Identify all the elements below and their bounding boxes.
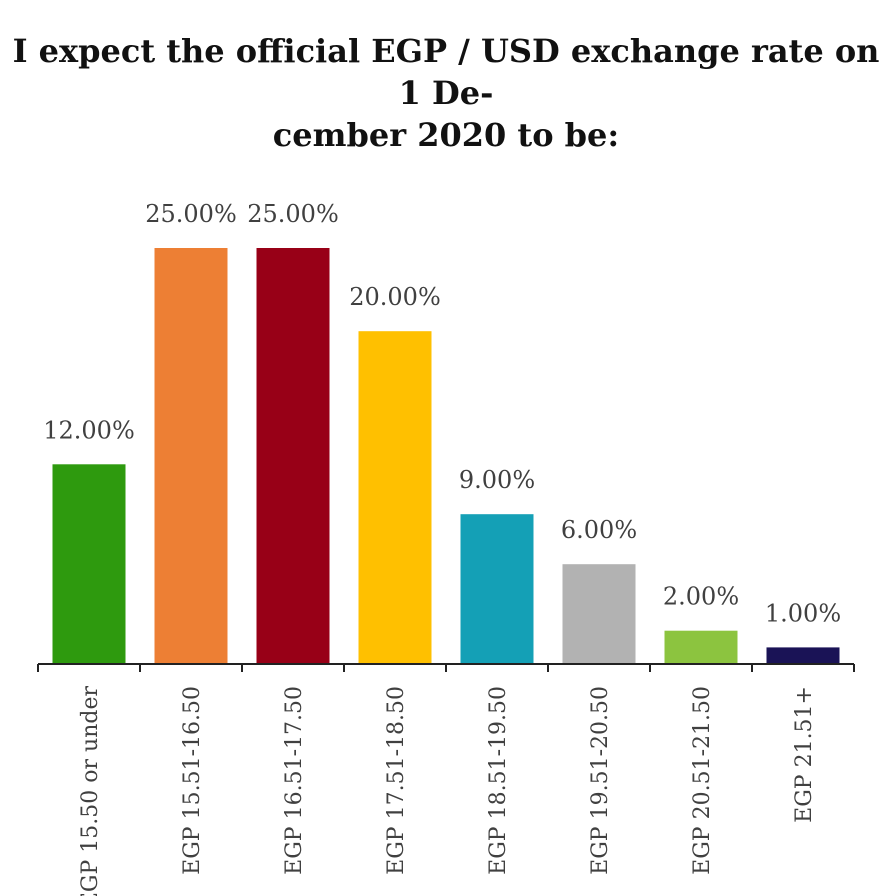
category-label-3: EGP 16.51-17.50 xyxy=(282,686,307,875)
data-label-6: 6.00% xyxy=(561,516,637,544)
bar-2 xyxy=(154,248,228,664)
bar-7 xyxy=(664,630,738,664)
data-label-3: 25.00% xyxy=(247,200,339,228)
bar-5 xyxy=(460,514,534,664)
category-label-8: EGP 21.51+ xyxy=(792,686,817,823)
chart-title-line-1: I expect the official EGP / USD exchange… xyxy=(12,32,880,112)
chart-title-line-2: cember 2020 to be: xyxy=(272,116,620,154)
data-label-7: 2.00% xyxy=(663,583,739,611)
bar-8 xyxy=(766,647,840,664)
data-label-1: 12.00% xyxy=(43,416,135,444)
bar-1 xyxy=(52,464,126,664)
category-label-6: EGP 19.51-20.50 xyxy=(588,686,613,875)
category-label-4: EGP 17.51-18.50 xyxy=(384,686,409,875)
data-label-8: 1.00% xyxy=(765,599,841,627)
data-label-5: 9.00% xyxy=(459,466,535,494)
category-label-5: EGP 18.51-19.50 xyxy=(486,686,511,875)
chart-title: I expect the official EGP / USD exchange… xyxy=(0,30,892,156)
bar-3 xyxy=(256,248,330,664)
category-label-1: EGP 15.50 or under xyxy=(78,686,103,896)
data-label-4: 20.00% xyxy=(349,283,441,311)
bar-6 xyxy=(562,564,636,664)
data-label-2: 25.00% xyxy=(145,200,237,228)
category-label-2: EGP 15.51-16.50 xyxy=(180,686,205,875)
bar-4 xyxy=(358,331,432,664)
category-label-7: EGP 20.51-21.50 xyxy=(690,686,715,875)
